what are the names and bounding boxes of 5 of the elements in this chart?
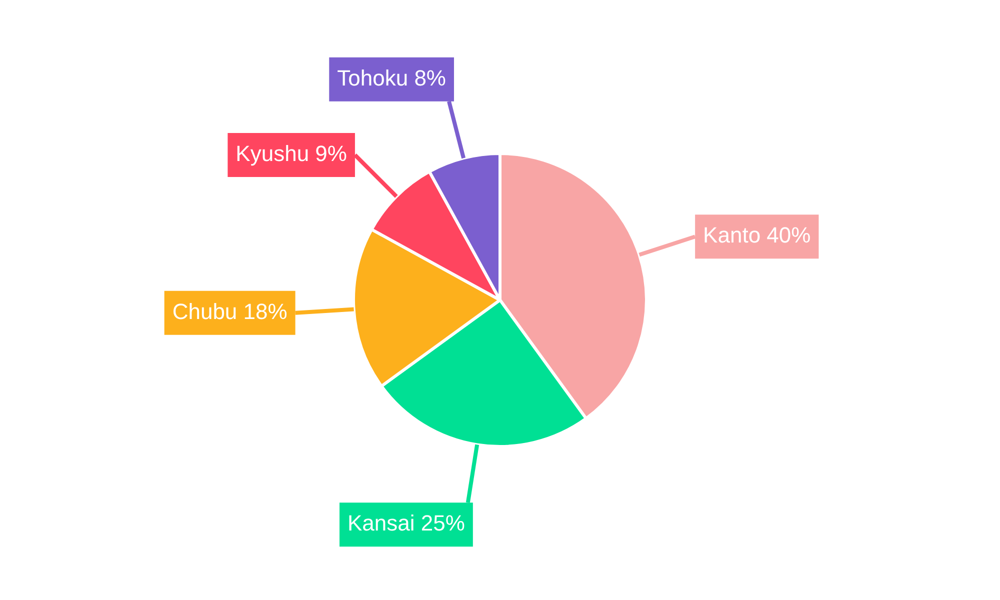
slice-label: Kanto 40% bbox=[703, 222, 811, 248]
slice-label: Tohoku 8% bbox=[337, 65, 446, 90]
slice-label: Kyushu 9% bbox=[236, 141, 347, 166]
slice-label: Kansai 25% bbox=[348, 510, 465, 536]
slice-label: Chubu 18% bbox=[172, 298, 288, 324]
